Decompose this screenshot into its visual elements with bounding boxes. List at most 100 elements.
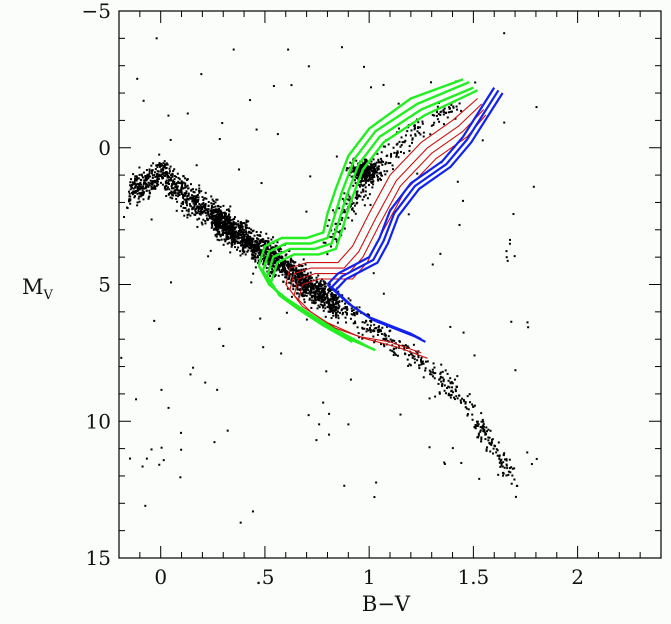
- star-point: [438, 120, 441, 123]
- star-point: [241, 252, 244, 255]
- star-point: [259, 234, 262, 237]
- star-point: [236, 233, 239, 236]
- star-point: [150, 172, 153, 175]
- star-point: [228, 221, 231, 224]
- star-point: [213, 441, 216, 444]
- star-point: [298, 275, 301, 278]
- star-point: [201, 212, 204, 215]
- star-point: [505, 256, 508, 259]
- star-point: [296, 285, 299, 288]
- star-point: [221, 225, 224, 228]
- star-point: [490, 441, 493, 444]
- plot-frame: [118, 10, 662, 559]
- star-point: [164, 186, 167, 189]
- star-point: [439, 113, 442, 116]
- star-point: [442, 123, 445, 126]
- star-point: [129, 184, 132, 187]
- star-point: [486, 446, 489, 449]
- star-point: [510, 466, 513, 469]
- star-point: [210, 223, 213, 226]
- star-point: [158, 153, 161, 156]
- star-point: [145, 176, 148, 179]
- star-point: [312, 291, 315, 294]
- star-point: [145, 169, 148, 172]
- star-point: [464, 406, 467, 409]
- star-point: [430, 373, 433, 376]
- star-point: [358, 183, 361, 186]
- star-point: [252, 229, 255, 232]
- star-point: [262, 259, 265, 262]
- star-point: [269, 254, 272, 257]
- star-point: [434, 372, 437, 375]
- star-point: [323, 301, 326, 304]
- star-point: [155, 179, 158, 182]
- star-point: [245, 238, 248, 241]
- star-point: [228, 209, 231, 212]
- star-point: [410, 352, 413, 355]
- star-point: [217, 211, 220, 214]
- star-point: [492, 452, 495, 455]
- star-point: [482, 430, 485, 433]
- star-point: [233, 241, 236, 244]
- star-point: [360, 164, 363, 167]
- star-point: [295, 292, 298, 295]
- star-point: [266, 246, 269, 249]
- star-points: [120, 32, 538, 524]
- star-point: [225, 208, 228, 211]
- star-point: [484, 433, 487, 436]
- star-point: [181, 184, 184, 187]
- star-point: [147, 181, 150, 184]
- star-point: [492, 447, 495, 450]
- star-point: [222, 204, 225, 207]
- star-point: [326, 224, 329, 227]
- star-point: [216, 388, 219, 391]
- star-point: [243, 229, 246, 232]
- star-point: [136, 201, 139, 204]
- star-point: [245, 233, 248, 236]
- star-point: [247, 249, 250, 252]
- star-point: [375, 326, 378, 329]
- star-point: [134, 185, 137, 188]
- star-point: [337, 290, 340, 293]
- star-point: [254, 266, 257, 269]
- star-point: [192, 366, 195, 369]
- star-point: [226, 228, 229, 231]
- star-point: [307, 65, 310, 68]
- star-point: [225, 232, 228, 235]
- star-point: [429, 133, 432, 136]
- star-point: [322, 280, 325, 283]
- star-point: [383, 333, 386, 336]
- star-point: [449, 110, 452, 113]
- star-point: [335, 316, 338, 319]
- star-point: [294, 278, 297, 281]
- star-point: [211, 221, 214, 224]
- star-point: [278, 250, 281, 253]
- star-point: [357, 332, 360, 335]
- star-point: [361, 333, 364, 336]
- star-point: [366, 176, 369, 179]
- star-point: [217, 220, 220, 223]
- star-point: [433, 121, 436, 124]
- star-point: [160, 164, 163, 167]
- star-point: [369, 203, 372, 206]
- star-point: [361, 173, 364, 176]
- star-point: [460, 109, 463, 112]
- star-point: [241, 237, 244, 240]
- star-point: [431, 368, 434, 371]
- y-axis-label: MV: [22, 275, 54, 303]
- star-point: [319, 294, 322, 297]
- star-point: [407, 346, 410, 349]
- star-point: [280, 264, 283, 267]
- star-point: [365, 178, 368, 181]
- star-point: [349, 317, 352, 320]
- star-point: [221, 229, 224, 232]
- star-point: [291, 274, 294, 277]
- star-point: [175, 194, 178, 197]
- star-point: [361, 177, 364, 180]
- star-point: [290, 295, 293, 298]
- star-point: [418, 364, 421, 367]
- star-point: [193, 203, 196, 206]
- star-point: [310, 299, 313, 302]
- star-point: [479, 430, 482, 433]
- star-point: [307, 278, 310, 281]
